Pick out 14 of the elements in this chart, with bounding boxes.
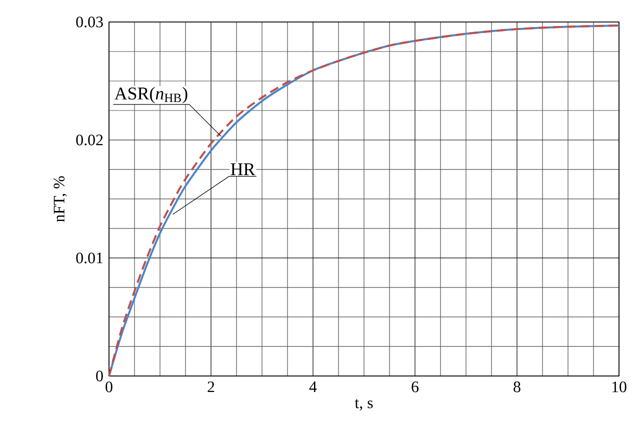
x-tick-label: 8 (514, 382, 520, 392)
y-tick-label: 0 (96, 370, 103, 382)
x-tick-label: 6 (412, 382, 419, 392)
x-tick-label: 4 (309, 382, 317, 392)
x-tick-label: 0 (106, 382, 112, 392)
annotation: HR (230, 163, 256, 176)
x-tick-label: 10 (612, 382, 626, 392)
y-tick-label: 0.03 (76, 16, 103, 28)
y-tick-label: 0.02 (76, 134, 103, 146)
y-axis-title: nFT, % (54, 176, 67, 222)
annotation: ASR(n$_{HB}$) (114, 86, 188, 104)
y-tick-label: 0.01 (76, 252, 103, 264)
x-axis-title: t, s (354, 399, 373, 411)
x-tick-label: 2 (208, 382, 214, 392)
